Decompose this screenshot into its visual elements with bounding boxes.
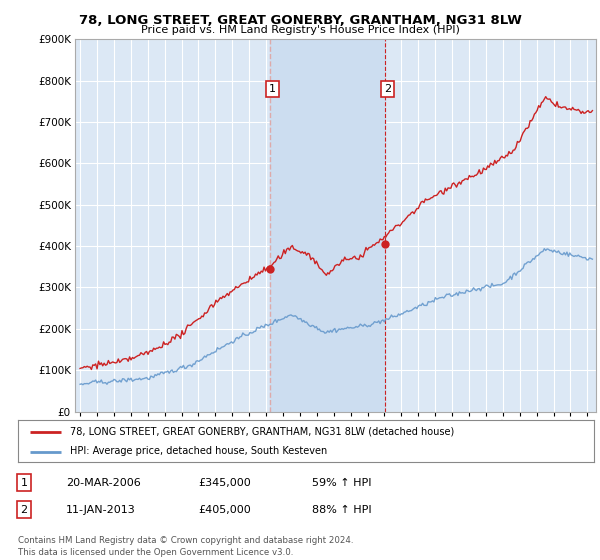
Bar <box>270 39 385 412</box>
Text: 11-JAN-2013: 11-JAN-2013 <box>66 505 136 515</box>
Text: 59% ↑ HPI: 59% ↑ HPI <box>312 478 371 488</box>
Text: £405,000: £405,000 <box>198 505 251 515</box>
Text: Contains HM Land Registry data © Crown copyright and database right 2024.
This d: Contains HM Land Registry data © Crown c… <box>18 536 353 557</box>
Text: 88% ↑ HPI: 88% ↑ HPI <box>312 505 371 515</box>
Text: Price paid vs. HM Land Registry's House Price Index (HPI): Price paid vs. HM Land Registry's House … <box>140 25 460 35</box>
Text: 1: 1 <box>20 478 28 488</box>
Text: 78, LONG STREET, GREAT GONERBY, GRANTHAM, NG31 8LW (detached house): 78, LONG STREET, GREAT GONERBY, GRANTHAM… <box>70 427 454 437</box>
Text: 78, LONG STREET, GREAT GONERBY, GRANTHAM, NG31 8LW: 78, LONG STREET, GREAT GONERBY, GRANTHAM… <box>79 14 521 27</box>
Text: 2: 2 <box>384 84 391 94</box>
Text: 2: 2 <box>20 505 28 515</box>
Text: £345,000: £345,000 <box>198 478 251 488</box>
Text: HPI: Average price, detached house, South Kesteven: HPI: Average price, detached house, Sout… <box>70 446 327 456</box>
Text: 1: 1 <box>269 84 276 94</box>
Text: 20-MAR-2006: 20-MAR-2006 <box>66 478 141 488</box>
